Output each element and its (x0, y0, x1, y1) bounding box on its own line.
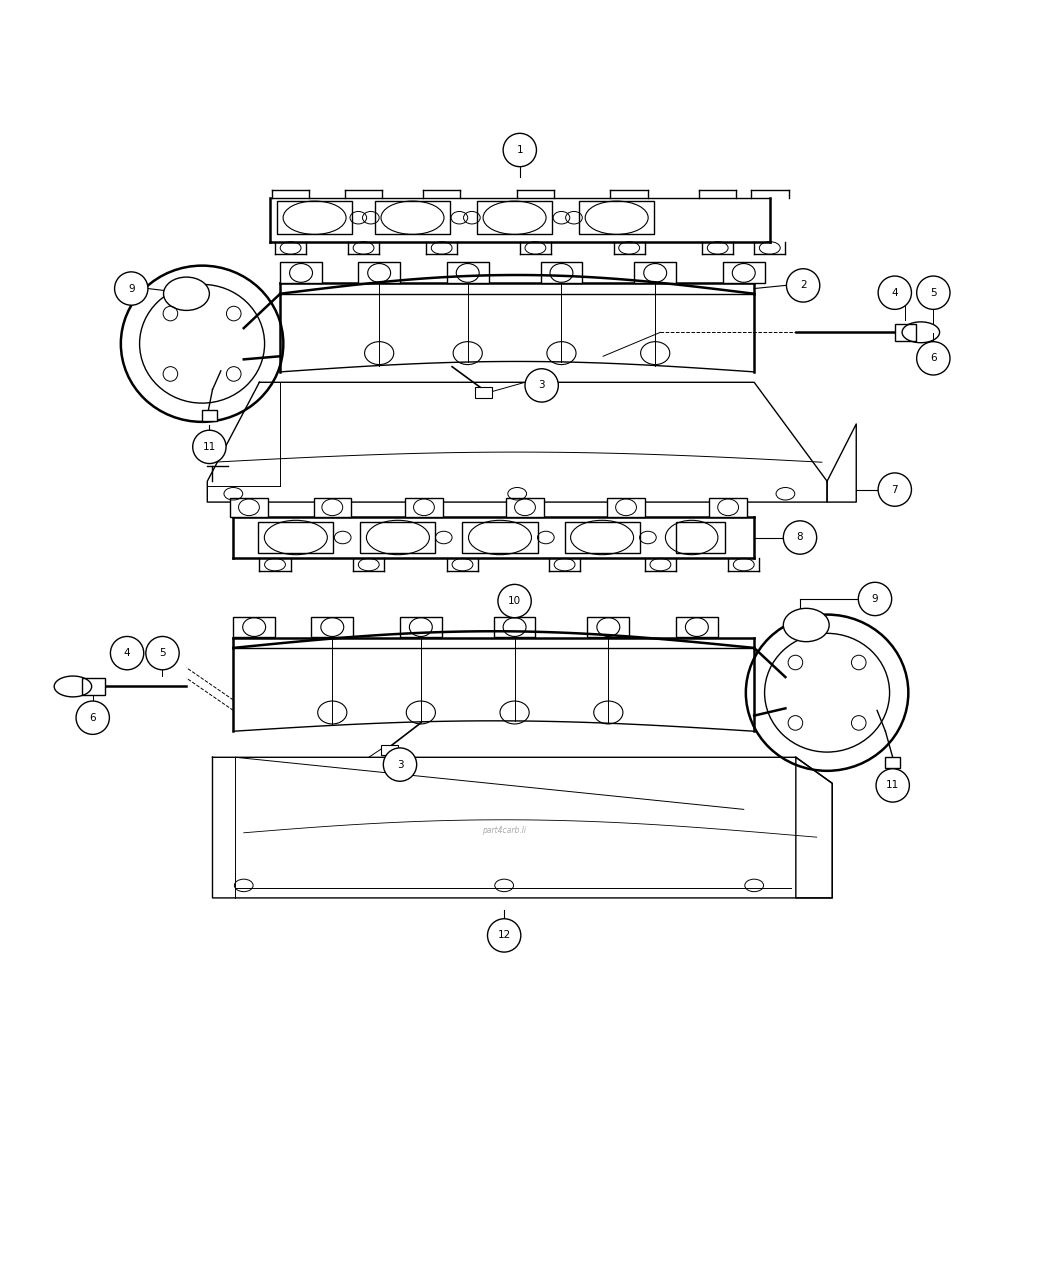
Text: 3: 3 (397, 760, 403, 770)
Text: 6: 6 (89, 713, 96, 723)
Circle shape (383, 748, 417, 782)
Text: 5: 5 (930, 288, 937, 297)
Bar (233, 617, 275, 638)
Circle shape (858, 583, 891, 616)
Bar (565, 521, 639, 553)
Bar (722, 263, 764, 283)
Bar (358, 263, 400, 283)
Text: 12: 12 (498, 931, 510, 941)
Text: part4carb.li: part4carb.li (482, 826, 526, 835)
Circle shape (525, 368, 559, 402)
Circle shape (503, 134, 537, 167)
Bar (400, 617, 442, 638)
Circle shape (878, 473, 911, 506)
Text: 11: 11 (886, 780, 900, 790)
Circle shape (487, 919, 521, 952)
Bar (607, 499, 645, 516)
Text: 9: 9 (872, 594, 878, 604)
Polygon shape (212, 757, 833, 898)
Bar (477, 201, 552, 235)
Bar (375, 201, 450, 235)
Ellipse shape (783, 608, 830, 641)
Bar (258, 521, 333, 553)
Polygon shape (207, 382, 827, 502)
Circle shape (786, 269, 820, 302)
Circle shape (76, 701, 109, 734)
Text: 9: 9 (128, 283, 134, 293)
Circle shape (917, 342, 950, 375)
Bar (676, 617, 718, 638)
Bar (588, 617, 629, 638)
Bar (202, 411, 216, 421)
Text: 8: 8 (797, 533, 803, 542)
Circle shape (876, 769, 909, 802)
Text: 5: 5 (160, 648, 166, 658)
Text: 7: 7 (891, 484, 898, 495)
Bar (634, 263, 676, 283)
Circle shape (917, 277, 950, 310)
Circle shape (193, 430, 226, 464)
Bar (506, 499, 544, 516)
Circle shape (146, 636, 180, 669)
Bar (82, 678, 105, 695)
Text: 10: 10 (508, 595, 521, 606)
Bar (710, 499, 747, 516)
Bar (676, 521, 724, 553)
Bar (230, 499, 268, 516)
Bar (885, 757, 900, 768)
Text: 4: 4 (891, 288, 898, 297)
Circle shape (878, 277, 911, 310)
Bar (895, 324, 916, 340)
Bar (494, 617, 536, 638)
Circle shape (783, 520, 817, 555)
Bar (314, 499, 351, 516)
Bar (462, 521, 538, 553)
Text: 3: 3 (539, 380, 545, 390)
Bar (312, 617, 353, 638)
Bar (405, 499, 443, 516)
Text: 6: 6 (930, 353, 937, 363)
Bar (280, 263, 322, 283)
Bar (580, 201, 654, 235)
Text: 1: 1 (517, 145, 523, 156)
Bar (541, 263, 583, 283)
Bar (360, 521, 436, 553)
Bar (447, 263, 488, 283)
Circle shape (114, 272, 148, 305)
Text: 4: 4 (124, 648, 130, 658)
Bar (381, 745, 398, 755)
Bar (475, 388, 491, 398)
Bar (277, 201, 352, 235)
Circle shape (110, 636, 144, 669)
Polygon shape (827, 425, 856, 502)
Ellipse shape (164, 277, 209, 310)
Circle shape (498, 584, 531, 617)
Text: 2: 2 (800, 280, 806, 291)
Text: 11: 11 (203, 442, 216, 451)
